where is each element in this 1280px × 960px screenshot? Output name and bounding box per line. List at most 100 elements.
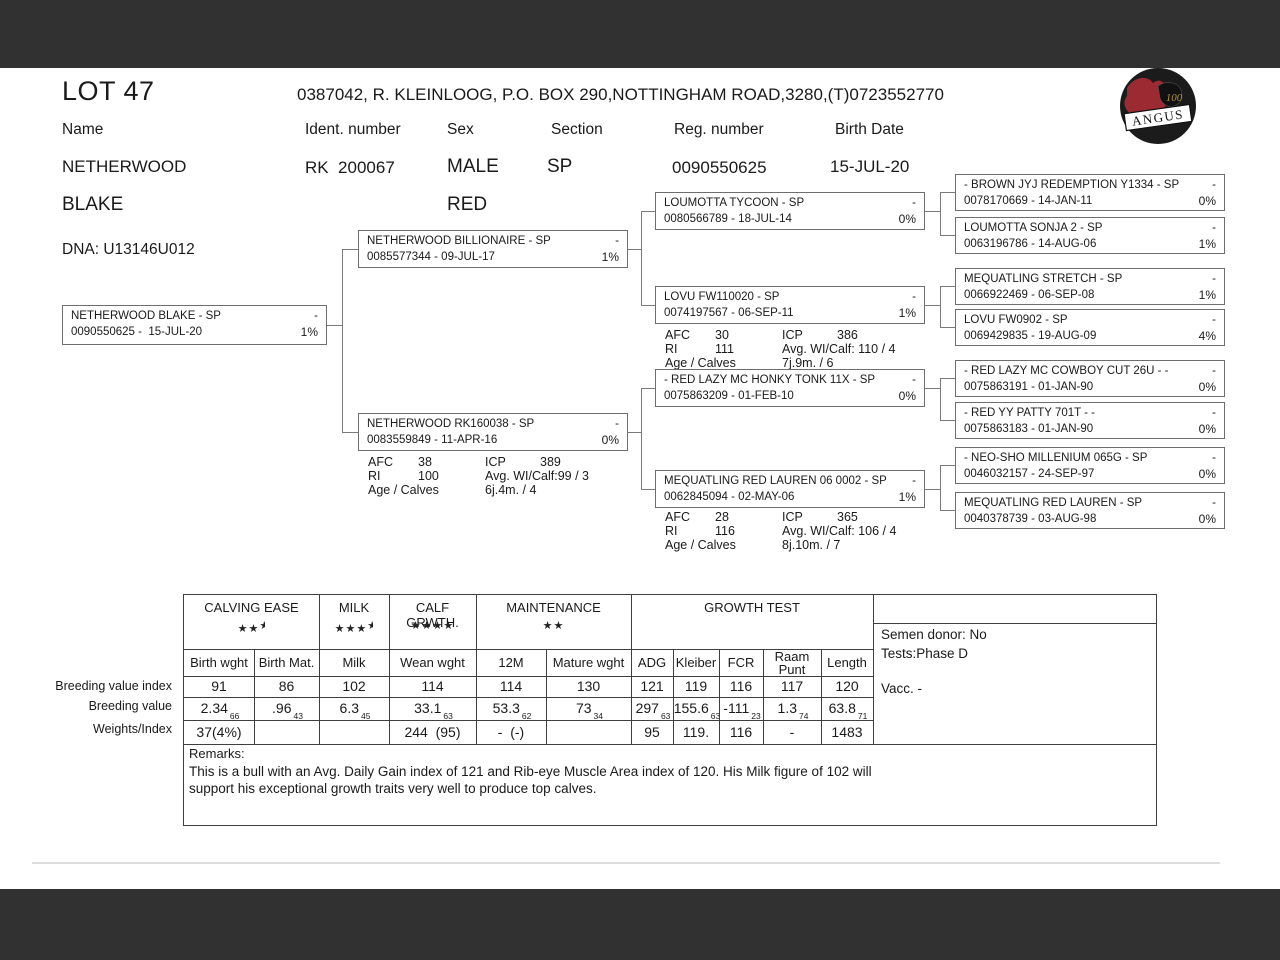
value-dna: DNA: U13146U012 — [62, 241, 195, 258]
inbreeding-pct: 1% — [601, 250, 619, 264]
connector-line — [628, 432, 641, 433]
dam-stats: AFC 38 ICP 389 RI 100 Avg. WI/Calf:99 / 3 Age… — [368, 455, 589, 497]
animal-name: LOUMOTTA SONJA 2 - SP — [964, 222, 1103, 234]
logo-years: 100 — [1166, 92, 1183, 104]
grid-line — [763, 649, 764, 744]
animal-id-date: 0075863191 - 01-JAN-90 — [964, 381, 1094, 393]
logo-text: ANGUS — [1131, 106, 1185, 128]
col-header: Kleiber — [675, 655, 717, 670]
table-cell: .96 43 — [272, 700, 303, 720]
animal-name: LOVU FW110020 - SP — [664, 291, 780, 303]
gp2-stats: AFC 30 ICP 386 RI 111 Avg. WI/Calf: 110 / 4 A… — [665, 328, 896, 370]
animal-name: MEQUATLING STRETCH - SP — [964, 273, 1123, 285]
grid-line — [821, 649, 822, 744]
table-cell: 91 — [211, 678, 227, 694]
connector-line — [641, 211, 642, 306]
semen-donor-info: Semen donor: No — [881, 627, 987, 642]
grid-line — [184, 649, 873, 650]
col-header: Raam Punt — [774, 649, 810, 676]
col-header: Mature wght — [552, 655, 625, 670]
pedigree-box-dam: NETHERWOOD RK160038 - SP - 0083559849 - 1… — [358, 413, 628, 451]
label-ident: Ident. number — [305, 121, 401, 138]
table-cell: 130 — [576, 678, 601, 694]
grid-line — [873, 595, 874, 744]
connector-line — [342, 249, 358, 250]
animal-id-date: 0074197567 - 06-SEP-11 — [664, 307, 794, 319]
animal-name: - RED LAZY MC HONKY TONK 11X - SP — [664, 374, 876, 386]
connector-line — [327, 325, 342, 326]
table-cell: 33.1 63 — [414, 700, 453, 720]
table-cell: - — [789, 724, 795, 740]
animal-id-date: 0046032157 - 24-SEP-97 — [964, 468, 1095, 480]
inbreeding-pct: 1% — [898, 490, 916, 504]
table-cell: 114 — [499, 678, 523, 694]
table-cell: 119 — [684, 678, 708, 694]
connector-line — [925, 489, 940, 490]
breeding-value-table: CALVING EASE ★★★ MILK ★★★★ CALF GRWTH. ★… — [183, 594, 1157, 826]
table-cell: 53.3 62 — [492, 700, 532, 720]
connector-line — [641, 305, 655, 306]
table-cell: 297 63 — [635, 700, 671, 720]
table-cell: 116 — [729, 678, 753, 694]
value-reg: 0090550625 — [672, 158, 767, 177]
logo-banner: ANGUS — [1123, 103, 1193, 132]
group-header: CALVING EASE — [204, 600, 299, 615]
label-section: Section — [551, 121, 603, 138]
animal-name: - NEO-SHO MILLENIUM 065G - SP — [964, 452, 1148, 464]
label-reg: Reg. number — [674, 121, 764, 138]
connector-line — [940, 327, 955, 328]
grid-line — [873, 623, 1156, 624]
vaccination-info: Vacc. - — [881, 681, 923, 696]
connector-line — [940, 465, 941, 511]
label-sex: Sex — [447, 121, 474, 138]
table-cell: 244 (95) — [404, 724, 461, 740]
value-birth: 15-JUL-20 — [830, 157, 910, 176]
col-header: FCR — [727, 655, 755, 670]
value-color: RED — [447, 194, 488, 215]
inbreeding-pct: 4% — [1198, 329, 1216, 343]
connector-line — [940, 420, 955, 421]
pedigree-box-ggp1: - BROWN JYJ REDEMPTION Y1334 - SP - 00781… — [955, 174, 1225, 211]
star-rating: ★★ — [542, 620, 565, 632]
pedigree-box-ggp5: - RED LAZY MC COWBOY CUT 26U - -- 007586… — [955, 360, 1225, 397]
table-cell: 6.3 45 — [339, 700, 371, 720]
table-cell: 119. — [682, 724, 710, 740]
grid-line — [184, 720, 873, 721]
grid-line — [546, 649, 547, 744]
table-cell: - (-) — [497, 724, 525, 740]
connector-line — [641, 388, 655, 389]
grid-line — [184, 744, 1156, 745]
table-cell: 86 — [278, 678, 295, 694]
row-label-breeding-value-index: Breeding value index — [55, 679, 172, 693]
animal-name: NETHERWOOD BLAKE - SP — [71, 310, 221, 322]
connector-line — [641, 489, 655, 490]
table-cell: 1.3 74 — [777, 700, 809, 720]
value-name-1: NETHERWOOD — [62, 157, 187, 176]
col-header: Birth wght — [190, 655, 248, 670]
inbreeding-pct: 0% — [1198, 194, 1216, 208]
animal-id-date: 0062845094 - 02-MAY-06 — [664, 491, 795, 503]
grid-line — [254, 649, 255, 744]
table-cell — [546, 720, 631, 744]
connector-line — [940, 286, 941, 328]
animal-id-date: 0075863183 - 01-JAN-90 — [964, 423, 1094, 435]
animal-name: MEQUATLING RED LAUREN 06 0002 - SP — [664, 475, 887, 487]
star-rating: ★★★★ — [410, 620, 455, 632]
inbreeding-pct: 0% — [1198, 422, 1216, 436]
connector-line — [940, 192, 941, 236]
pedigree-box-ggp4: LOVU FW0902 - SP - 0069429835 - 19-AUG-09… — [955, 309, 1225, 346]
animal-name: - BROWN JYJ REDEMPTION Y1334 - SP — [964, 179, 1180, 191]
connector-line — [641, 388, 642, 490]
col-header: Birth Mat. — [258, 655, 315, 670]
pedigree-box-gp2: LOVU FW110020 - SP - 0074197567 - 06-SEP-… — [655, 286, 925, 324]
col-header: Length — [827, 655, 867, 670]
table-cell — [319, 720, 389, 744]
table-cell: 116 — [729, 724, 753, 740]
black-cattle-icon — [1157, 82, 1183, 107]
connector-line — [925, 211, 940, 212]
table-cell: 120 — [835, 678, 859, 694]
row-label-weights-index: Weights/Index — [93, 722, 172, 736]
table-cell — [254, 720, 319, 744]
pedigree-box-gp4: MEQUATLING RED LAUREN 06 0002 - SP - 0062… — [655, 470, 925, 508]
